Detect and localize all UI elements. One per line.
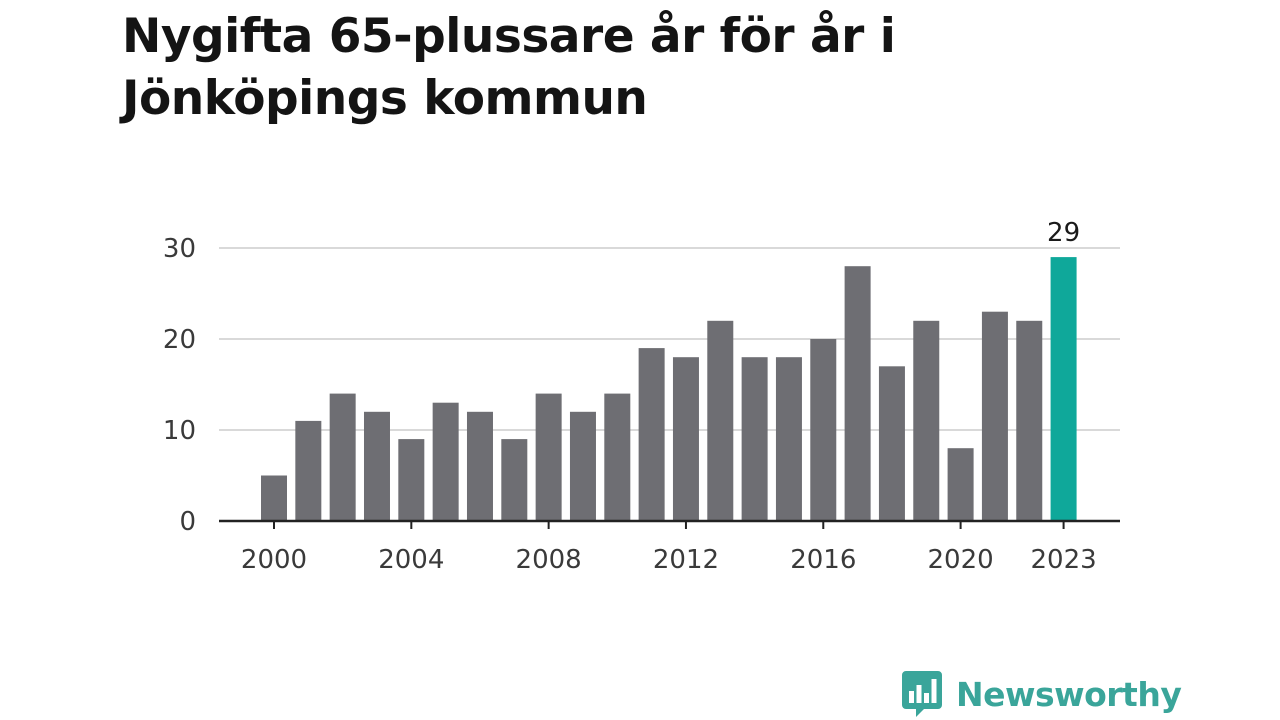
bar-2000: [261, 475, 287, 521]
x-tick-label-2004: 2004: [378, 545, 444, 575]
chart-title: Nygifta 65-plussare år för år i Jönköpin…: [122, 9, 896, 126]
data-labels: 29: [1047, 218, 1080, 248]
bar-2009: [569, 411, 596, 521]
x-tick-label-2008: 2008: [516, 545, 582, 575]
bar-2002: [329, 393, 356, 521]
x-axis: [219, 519, 1120, 529]
bar-chart: 0 10 20 30 2000 2004 2008 2012 2016 2020 2023 29: [163, 218, 1120, 575]
newsworthy-logo-icon: [902, 671, 942, 717]
newsworthy-brand: Newsworthy: [902, 671, 1182, 717]
bars: [261, 257, 1077, 521]
y-tick-label-20: 20: [163, 325, 196, 355]
bar-2018: [878, 366, 905, 521]
x-tick-label-2000: 2000: [241, 545, 307, 575]
bar-2016: [810, 339, 837, 521]
y-axis-tick-labels: 0 10 20 30: [163, 234, 196, 537]
bar-2008: [535, 393, 562, 521]
bar-2007: [501, 439, 528, 521]
bar-2001: [295, 420, 322, 521]
y-tick-label-0: 0: [179, 507, 196, 537]
data-label-2023: 29: [1047, 218, 1080, 248]
x-tick-label-2012: 2012: [653, 545, 719, 575]
y-tick-label-10: 10: [163, 416, 196, 446]
y-tick-label-30: 30: [163, 234, 196, 264]
bar-2017: [844, 266, 871, 521]
bar-2005: [432, 402, 459, 521]
bar-2015: [775, 357, 802, 521]
bar-2012: [672, 357, 699, 521]
bar-2019: [913, 320, 940, 521]
bar-2003: [363, 411, 390, 521]
brand-name: Newsworthy: [956, 674, 1182, 714]
bar-2023: [1050, 257, 1077, 521]
x-tick-label-2023: 2023: [1031, 545, 1097, 575]
bar-2021: [981, 311, 1008, 521]
x-axis-tick-labels: 2000 2004 2008 2012 2016 2020 2023: [241, 545, 1097, 575]
bar-2006: [466, 411, 493, 521]
bar-2020: [947, 448, 974, 521]
bar-2013: [707, 320, 734, 521]
x-tick-label-2020: 2020: [928, 545, 994, 575]
bar-2022: [1016, 320, 1043, 521]
bar-2010: [604, 393, 631, 521]
x-tick-label-2016: 2016: [790, 545, 856, 575]
bar-2014: [741, 357, 768, 521]
bar-2004: [398, 439, 425, 521]
bar-2011: [638, 348, 665, 521]
